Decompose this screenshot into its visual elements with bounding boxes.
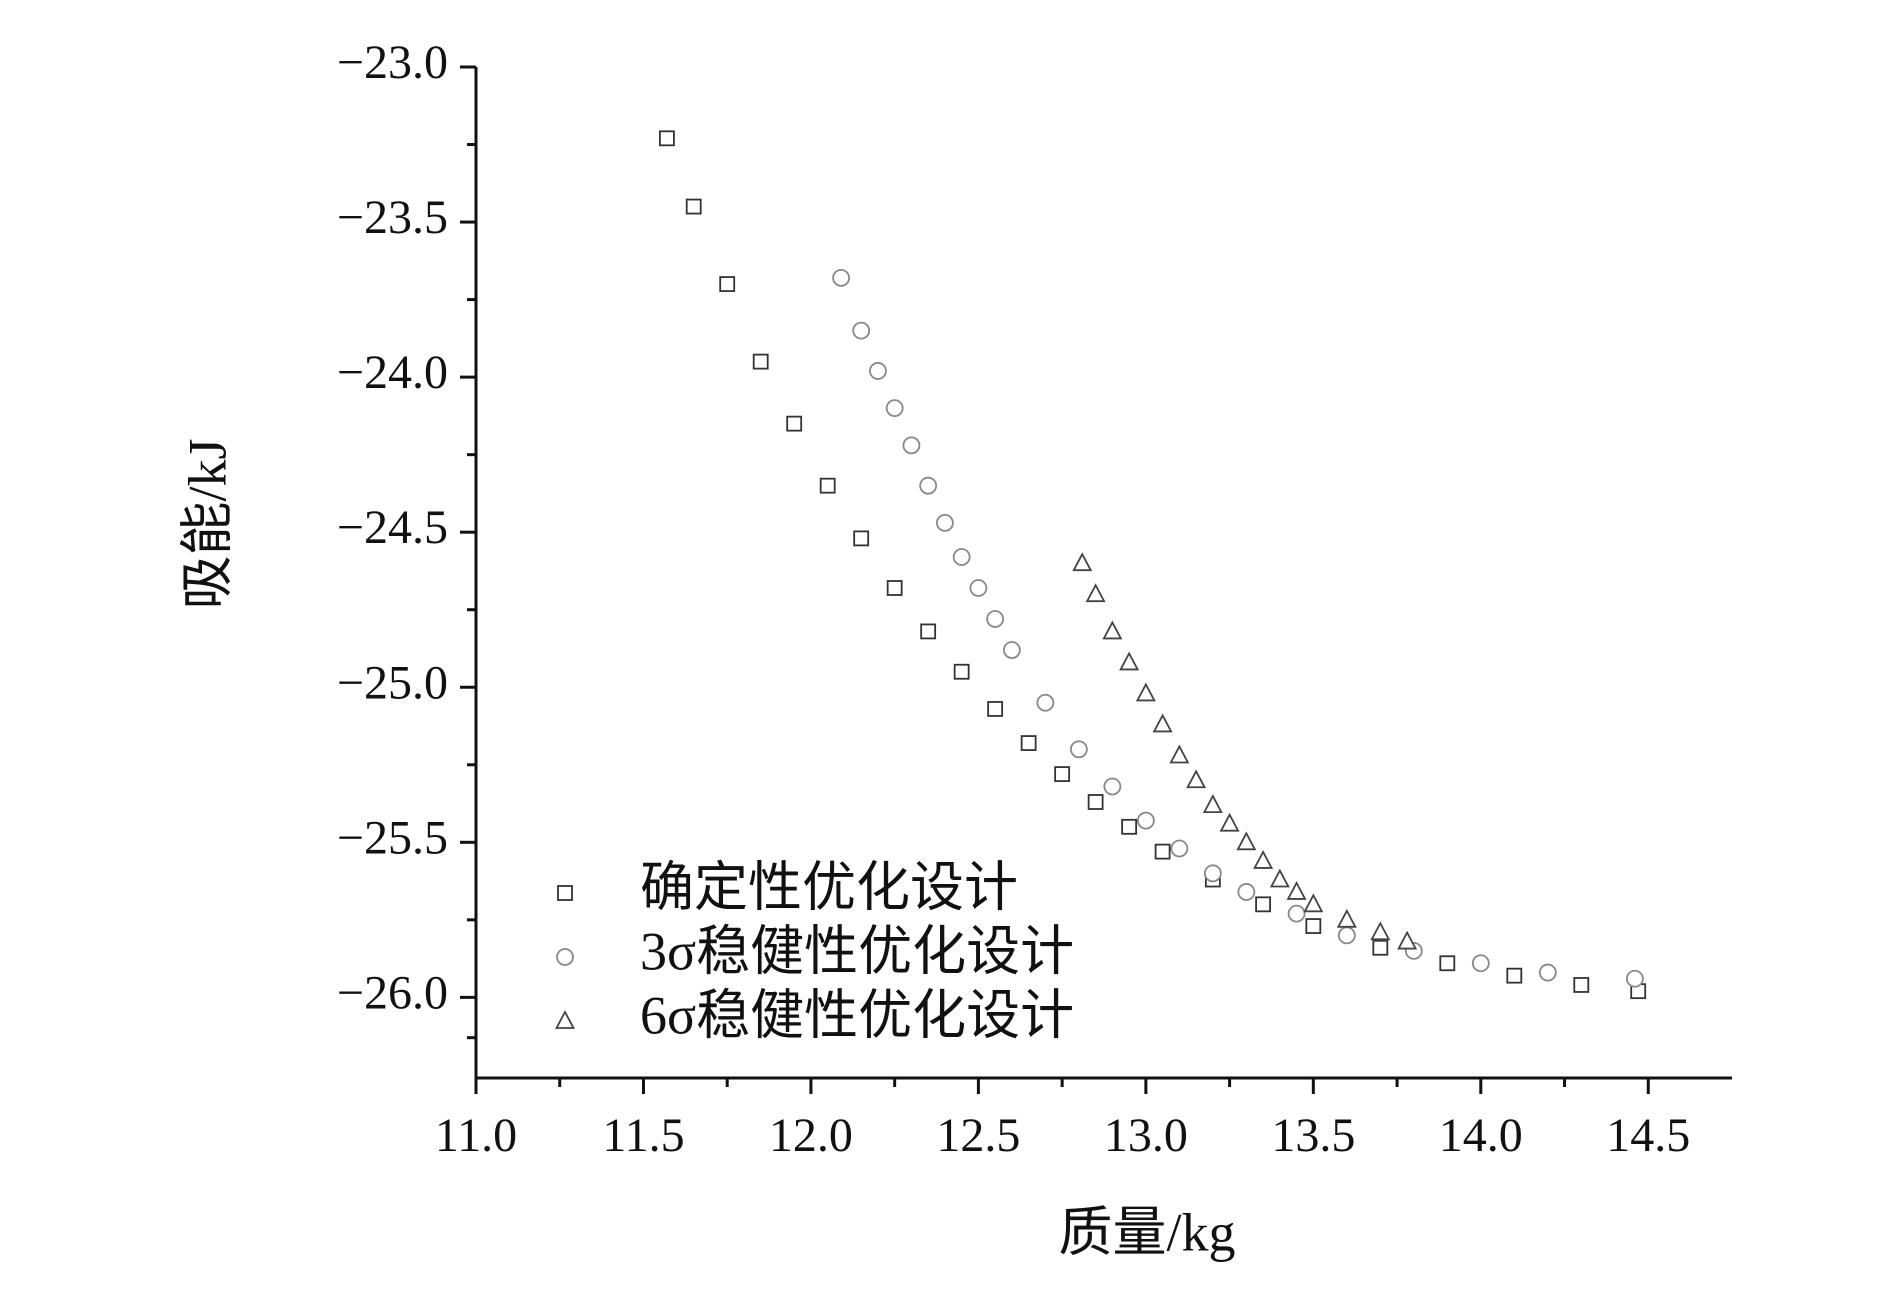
- y-tick-label: −25.5: [337, 811, 448, 864]
- x-tick-label: 11.0: [435, 1109, 517, 1162]
- square-marker: [1372, 939, 1389, 956]
- triangle-marker: [1336, 908, 1357, 928]
- triangle-marker: [1085, 583, 1106, 603]
- legend-label: 确定性优化设计: [640, 857, 1018, 917]
- y-tick-label: −24.0: [337, 346, 448, 399]
- square-marker: [920, 623, 937, 640]
- square-marker: [953, 663, 970, 680]
- circle-marker: [832, 268, 850, 287]
- circle-marker: [919, 476, 938, 495]
- triangle-marker: [1186, 769, 1207, 789]
- triangle-marker: [1253, 849, 1274, 869]
- circle-marker: [1625, 969, 1644, 988]
- triangle-marker: [555, 1010, 575, 1029]
- square-marker: [886, 580, 903, 596]
- y-tick-label: −25.0: [337, 656, 448, 709]
- triangle-marker: [1135, 682, 1156, 702]
- square-marker: [1054, 766, 1071, 782]
- triangle-marker: [1370, 921, 1391, 941]
- circle-marker: [986, 610, 1005, 628]
- circle-marker: [936, 513, 954, 532]
- square-marker: [1121, 818, 1138, 835]
- square-marker: [1255, 896, 1271, 913]
- square-marker: [1087, 794, 1104, 810]
- circle-marker: [1136, 811, 1155, 830]
- triangle-marker: [1219, 812, 1240, 832]
- triangle-marker: [1072, 552, 1093, 572]
- square-marker: [1573, 977, 1590, 993]
- circle-marker: [1103, 777, 1122, 796]
- legend-label: 3σ稳健性优化设计: [640, 921, 1074, 981]
- triangle-marker: [1152, 713, 1173, 733]
- y-tick-label: −23.0: [337, 36, 448, 89]
- circle-marker: [1002, 641, 1021, 659]
- circle-marker: [1538, 963, 1557, 982]
- circle-marker: [1036, 693, 1055, 712]
- x-tick-label: 14.5: [1606, 1109, 1690, 1162]
- triangle-marker: [1169, 744, 1190, 764]
- triangle-marker: [1303, 893, 1324, 913]
- square-marker: [786, 415, 803, 432]
- circle-marker: [869, 362, 887, 380]
- circle-marker: [952, 548, 971, 566]
- y-tick-label: −24.5: [337, 501, 448, 554]
- square-marker: [853, 530, 870, 547]
- triangle-marker: [1102, 620, 1123, 640]
- square-marker: [819, 477, 836, 494]
- y-tick-label: −23.5: [337, 191, 448, 244]
- x-tick-label: 13.5: [1271, 1109, 1355, 1162]
- legend-label: 6σ稳健性优化设计: [640, 985, 1074, 1045]
- x-axis-title: 质量/kg: [1058, 1202, 1235, 1262]
- circle-marker: [1471, 954, 1490, 973]
- circle-marker: [852, 321, 871, 340]
- square-marker: [1020, 735, 1037, 751]
- circle-marker: [1069, 740, 1088, 759]
- x-tick-label: 12.5: [936, 1109, 1020, 1162]
- square-marker: [1506, 967, 1523, 984]
- square-marker: [557, 885, 573, 901]
- x-tick-label: 12.0: [769, 1109, 853, 1162]
- circle-marker: [1170, 839, 1189, 858]
- triangle-marker: [1202, 794, 1223, 813]
- x-tick-label: 11.5: [602, 1109, 684, 1162]
- square-marker: [659, 130, 675, 147]
- circle-marker: [1337, 926, 1356, 945]
- circle-marker: [1203, 864, 1222, 883]
- triangle-marker: [1119, 651, 1140, 671]
- circle-marker: [885, 399, 904, 418]
- square-marker: [752, 353, 769, 370]
- square-marker: [1154, 843, 1171, 860]
- square-marker: [1439, 955, 1456, 972]
- circle-marker: [1237, 883, 1256, 901]
- circle-marker: [902, 436, 921, 455]
- y-tick-label: −26.0: [337, 966, 448, 1019]
- triangle-marker: [1236, 831, 1257, 851]
- square-marker: [987, 701, 1004, 717]
- triangle-marker: [1269, 868, 1290, 888]
- circle-marker: [1287, 904, 1306, 923]
- circle-marker: [556, 948, 574, 966]
- square-marker: [1305, 918, 1322, 934]
- circle-marker: [969, 579, 988, 597]
- triangle-marker: [1397, 930, 1418, 950]
- x-tick-label: 14.0: [1439, 1109, 1523, 1162]
- square-marker: [685, 198, 702, 215]
- x-tick-label: 13.0: [1104, 1109, 1188, 1162]
- square-marker: [719, 276, 736, 292]
- triangle-marker: [1286, 881, 1307, 900]
- y-axis-title: 吸能/kJ: [177, 438, 237, 609]
